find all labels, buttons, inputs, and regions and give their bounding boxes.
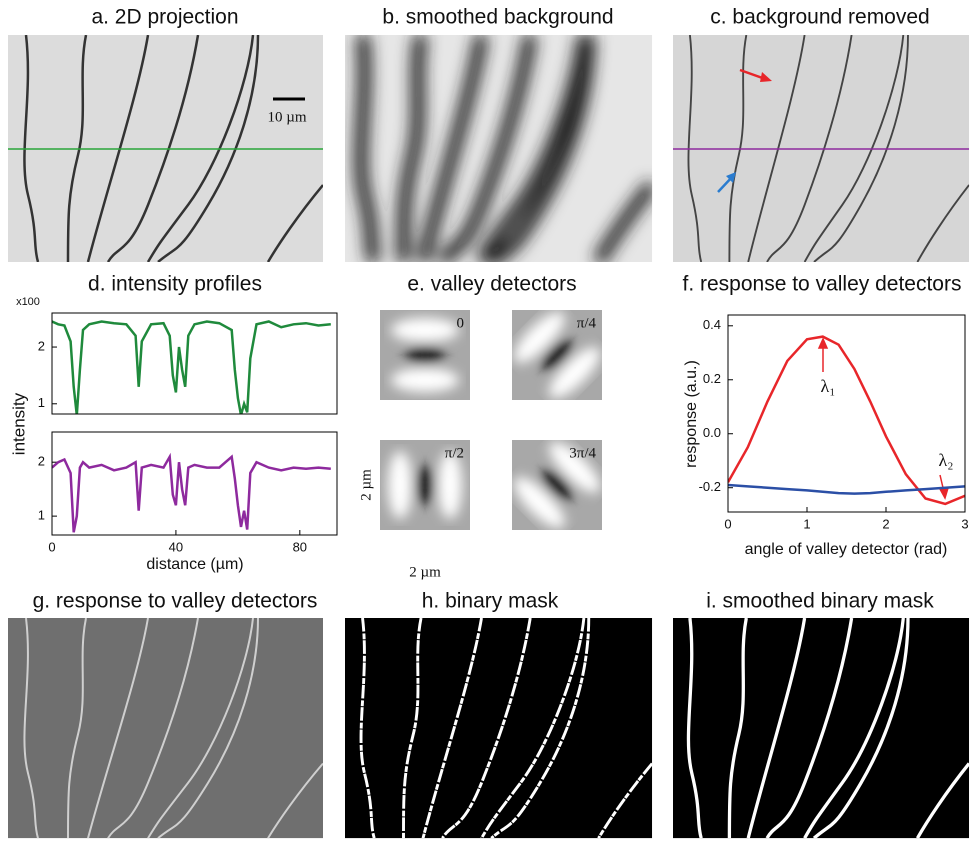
panel-title: a. 2D projection xyxy=(91,6,238,29)
image-h xyxy=(345,618,652,838)
scale-bar-label: 10 µm xyxy=(267,109,306,125)
panel-title: h. binary mask xyxy=(422,590,559,613)
y-tick-label: -0.2 xyxy=(699,479,721,494)
kernel: 3π/4 xyxy=(507,435,607,535)
kernel-label: 3π/4 xyxy=(569,445,596,461)
panel-title: f. response to valley detectors xyxy=(683,273,962,296)
y-tick-label: 2 xyxy=(38,338,45,353)
y-tick-label: 2 xyxy=(38,454,45,469)
image-a xyxy=(8,35,323,262)
size-label-y: 2 µm xyxy=(358,469,374,501)
x-axis-label: distance (µm) xyxy=(146,556,243,573)
annotation: λ₁ xyxy=(820,376,835,396)
series-line xyxy=(728,485,965,494)
x-tick-label: 80 xyxy=(293,539,307,554)
panel-title: i. smoothed binary mask xyxy=(706,590,934,613)
y-tick-label: 1 xyxy=(38,508,45,523)
image-i xyxy=(673,618,969,838)
size-label-x: 2 µm xyxy=(409,564,441,580)
image-b xyxy=(345,35,652,262)
kernel-label: π/4 xyxy=(577,315,597,331)
y-tick-label: 0.0 xyxy=(703,425,721,440)
y-axis-label: response (a.u.) xyxy=(683,360,700,468)
panel-title: g. response to valley detectors xyxy=(33,590,318,613)
x-tick-label: 1 xyxy=(803,516,810,531)
kernel: π/4 xyxy=(507,305,607,405)
y-tick-label: 1 xyxy=(38,395,45,410)
annotation-arrows xyxy=(819,339,948,498)
core xyxy=(416,465,434,505)
annotation: λ₂ xyxy=(938,450,953,470)
kernel: 0 xyxy=(380,310,470,400)
x-tick-label: 0 xyxy=(724,516,731,531)
core xyxy=(405,346,445,364)
x-tick-label: 3 xyxy=(961,516,968,531)
y-tick-label: 0.4 xyxy=(703,317,721,332)
series-line xyxy=(728,337,965,504)
x-axis-label: angle of valley detector (rad) xyxy=(745,541,948,558)
plot-frame xyxy=(52,432,337,535)
lobe xyxy=(388,451,412,519)
x-tick-label: 2 xyxy=(882,516,889,531)
y-tick-label: 0.2 xyxy=(703,371,721,386)
panel-title: b. smoothed background xyxy=(382,6,613,29)
series-line xyxy=(52,322,331,416)
kernel: π/2 xyxy=(380,440,470,530)
kernel-label: π/2 xyxy=(445,445,464,461)
kernel-label: 0 xyxy=(457,315,465,331)
panel-title: c. background removed xyxy=(710,6,929,29)
panel-title: d. intensity profiles xyxy=(88,273,262,296)
x-tick-label: 0 xyxy=(48,539,55,554)
image-g xyxy=(8,618,323,838)
lobe xyxy=(391,318,459,342)
panel-title: e. valley detectors xyxy=(407,273,576,296)
plot-frame xyxy=(52,313,337,414)
x-tick-label: 40 xyxy=(169,539,183,554)
scale-annotation: x100 xyxy=(16,296,40,308)
series-line xyxy=(52,457,331,533)
figure: 10 µm a. 2D projection b. smoothed backg… xyxy=(0,0,978,842)
kernels: 0 π/4 π/2 3π/4 xyxy=(380,305,607,535)
image-c xyxy=(673,35,969,262)
lobe xyxy=(391,368,459,392)
y-axis-label: intensity xyxy=(9,392,28,455)
